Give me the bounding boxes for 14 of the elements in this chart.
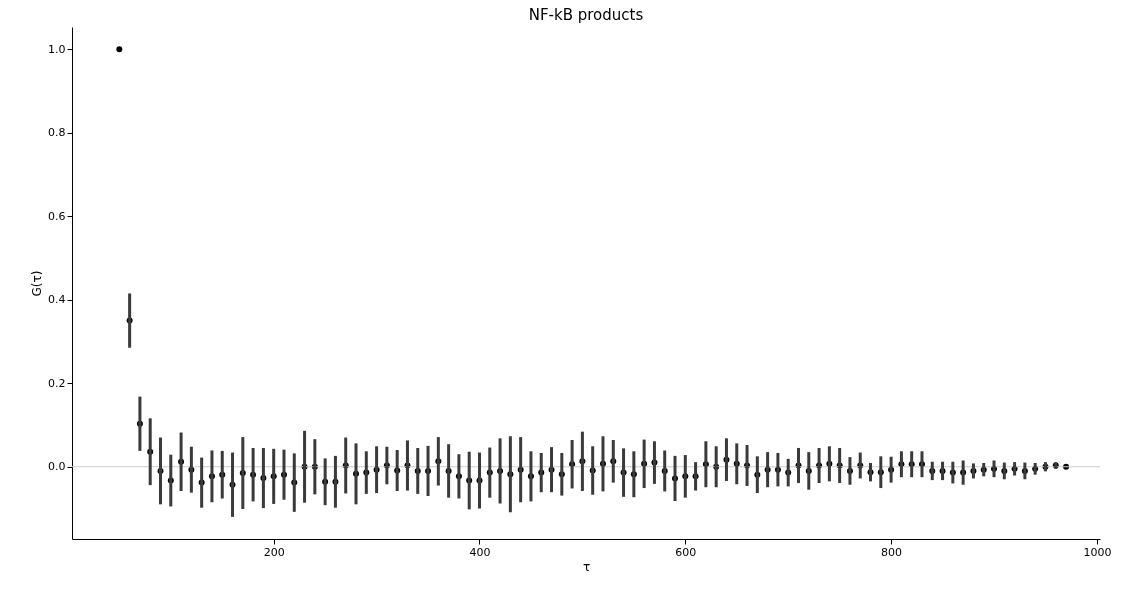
y-tick-label: 0.4 [48,293,66,307]
x-tick-label: 800 [881,545,903,559]
y-tick-label: 1.0 [48,42,66,56]
y-axis-title: G(τ) [30,270,45,297]
x-tick-label: 600 [675,545,697,559]
y-tick-label: 0.6 [48,209,66,223]
x-tick-label: 1000 [1083,545,1112,559]
y-tick-label: 0.0 [48,460,66,474]
y-tick-label: 0.2 [48,376,66,390]
chart-title: NF-kB products [528,6,644,24]
x-axis-title: τ [582,559,591,574]
x-tick-label: 400 [469,545,491,559]
y-tick-label: 0.8 [48,126,66,140]
x-tick-label: 200 [263,545,285,559]
